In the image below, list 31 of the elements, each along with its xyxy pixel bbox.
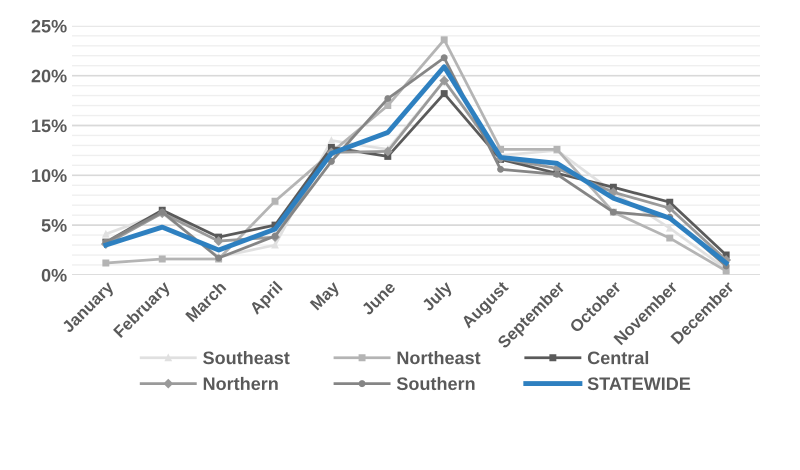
point bbox=[666, 198, 674, 206]
point bbox=[666, 234, 674, 242]
point bbox=[440, 90, 448, 98]
y-tick-label: 10% bbox=[32, 169, 67, 182]
point bbox=[665, 204, 674, 213]
point bbox=[440, 54, 448, 62]
point bbox=[328, 136, 335, 144]
y-tick-label: 20% bbox=[32, 70, 67, 82]
point bbox=[440, 36, 448, 44]
point bbox=[383, 146, 392, 156]
point bbox=[384, 95, 392, 102]
point bbox=[158, 256, 166, 262]
point bbox=[102, 260, 110, 266]
point bbox=[666, 224, 674, 232]
legend-label: Central bbox=[588, 350, 648, 364]
point bbox=[272, 242, 278, 249]
legend-label: Southern bbox=[396, 376, 474, 390]
legend-label: Northeast bbox=[398, 350, 480, 364]
point bbox=[272, 198, 278, 205]
point bbox=[384, 102, 392, 110]
y-tick-label: 25% bbox=[32, 20, 67, 33]
legend-label: STATEWIDE bbox=[588, 377, 690, 390]
point bbox=[214, 236, 224, 246]
legend-label: Northern bbox=[204, 376, 278, 390]
y-tick-label: 5% bbox=[42, 219, 67, 232]
point bbox=[102, 230, 110, 238]
legend-label: Southeast bbox=[203, 350, 290, 364]
y-tick-label: 15% bbox=[32, 119, 67, 132]
point bbox=[328, 158, 335, 165]
y-tick-label: 0% bbox=[42, 268, 67, 282]
point bbox=[497, 166, 504, 173]
